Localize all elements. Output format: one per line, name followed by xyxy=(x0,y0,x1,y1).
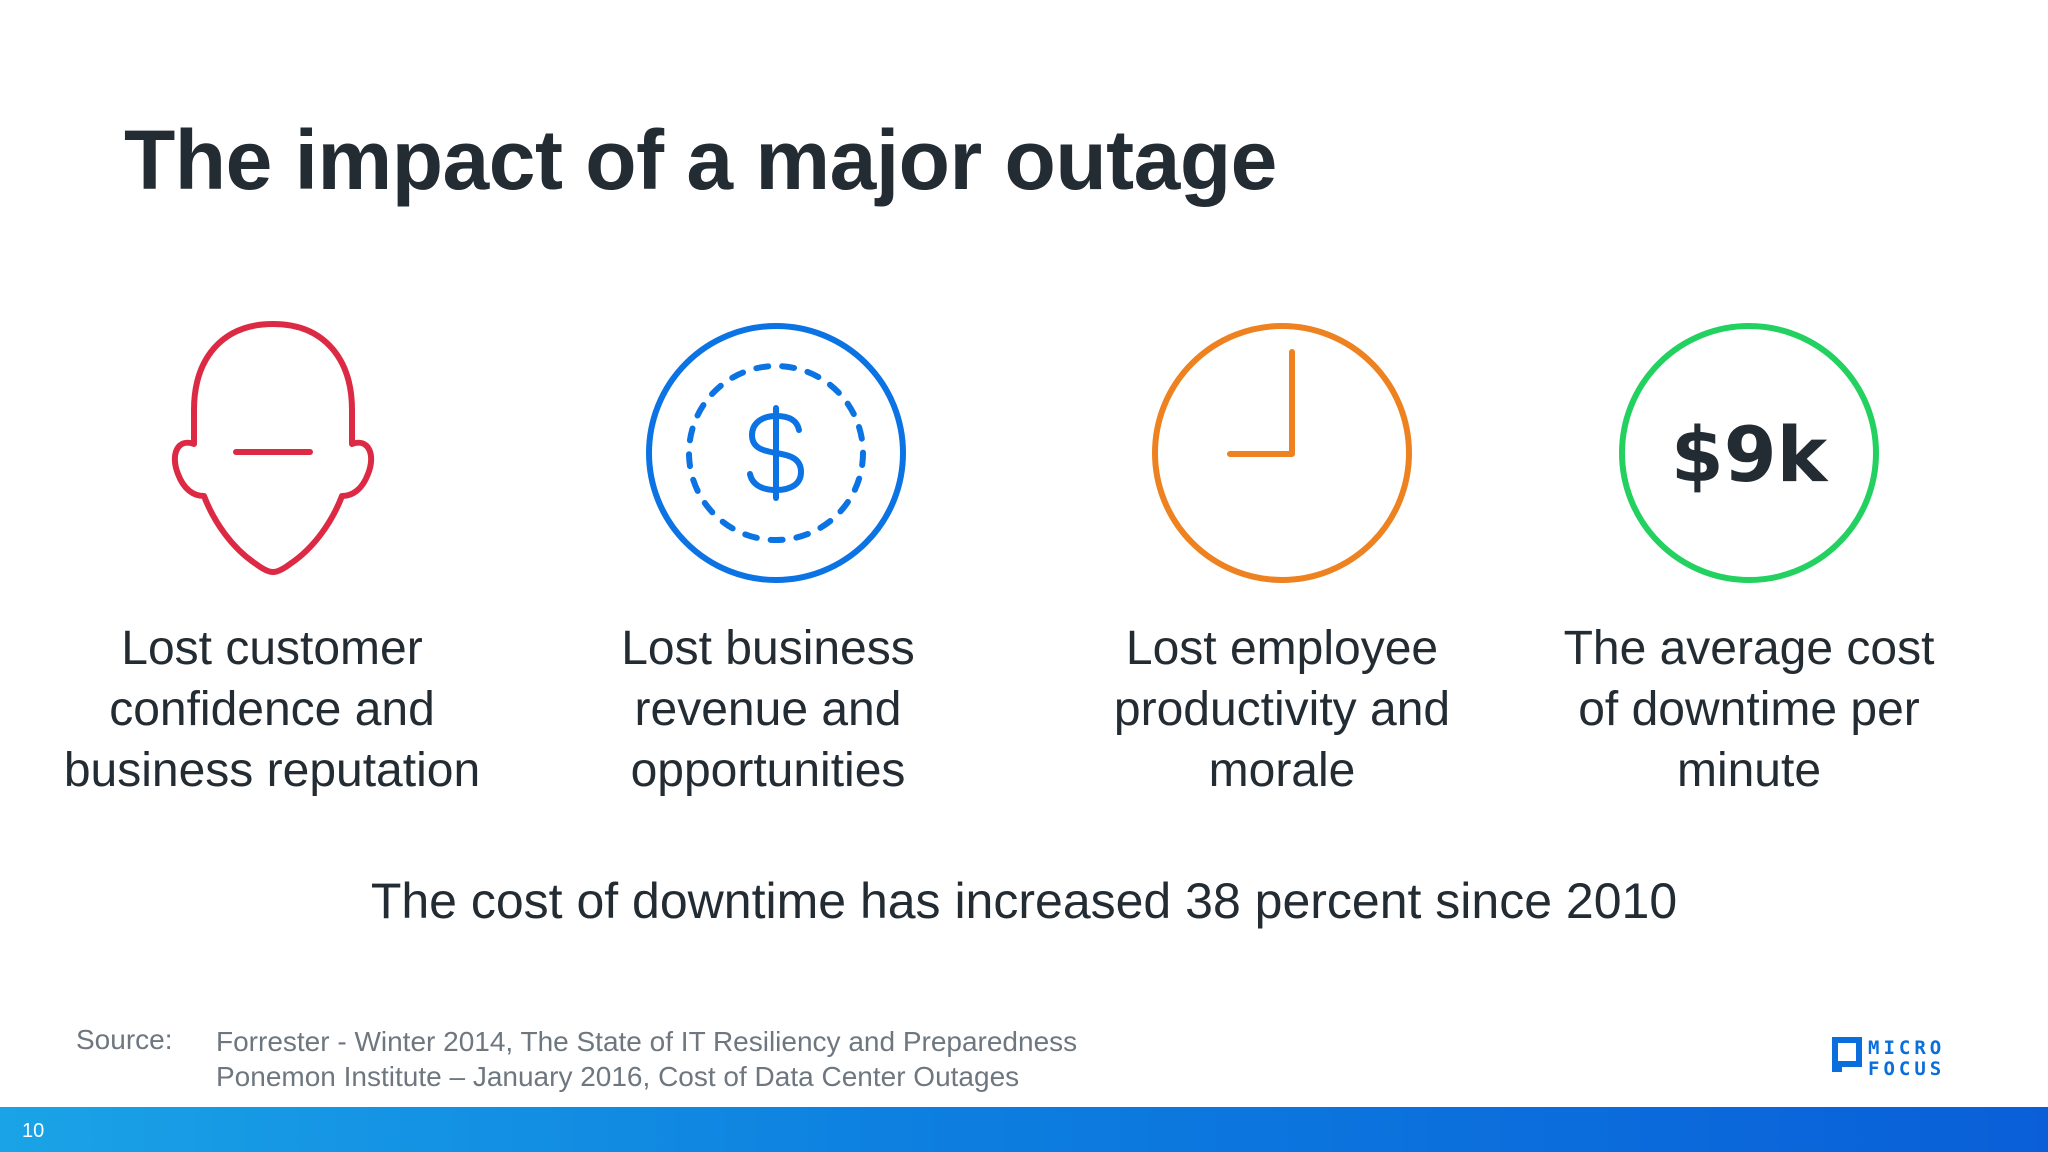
caption-line: minute xyxy=(1676,744,1822,797)
summary-statement: The cost of downtime has increased 38 pe… xyxy=(370,873,1678,929)
logo-line-1: MICRO xyxy=(1868,1037,1945,1059)
caption-customer-confidence: Lost customer confidence and business re… xyxy=(32,618,512,801)
caption-business-revenue: Lost business revenue and opportunities xyxy=(528,618,1008,801)
page-number: 10 xyxy=(22,1120,45,1142)
caption-employee-productivity: Lost employee productivity and morale xyxy=(1042,618,1522,801)
dollar-coin-icon xyxy=(641,318,911,588)
source-label: Source: xyxy=(76,1024,173,1055)
micro-focus-logo: MICRO FOCUS xyxy=(1832,1034,1992,1078)
caption-line: productivity and xyxy=(1113,683,1451,736)
caption-line: business reputation xyxy=(63,744,481,797)
cost-badge-text: $9k xyxy=(1671,410,1829,499)
caption-line: morale xyxy=(1208,744,1356,797)
source-line: Ponemon Institute – January 2016, Cost o… xyxy=(216,1061,1020,1092)
head-icon xyxy=(138,318,408,588)
caption-line: revenue and xyxy=(634,683,902,736)
source-line: Forrester - Winter 2014, The State of IT… xyxy=(216,1026,1078,1057)
caption-line: The average cost xyxy=(1563,622,1935,675)
caption-line: opportunities xyxy=(630,744,906,797)
caption-average-cost: The average cost of downtime per minute xyxy=(1509,618,1989,801)
caption-line: confidence and xyxy=(109,683,435,736)
caption-line: Lost employee xyxy=(1125,622,1439,675)
caption-line: Lost business xyxy=(621,622,915,675)
caption-line: Lost customer xyxy=(121,622,423,675)
footer-bar xyxy=(0,1107,2048,1152)
cost-circle-icon: $9k xyxy=(1614,318,1884,588)
clock-icon xyxy=(1147,318,1417,588)
source-list: Forrester - Winter 2014, The State of IT… xyxy=(216,1024,1077,1094)
caption-line: of downtime per xyxy=(1578,683,1920,736)
slide-title: The impact of a major outage xyxy=(124,113,1277,207)
logo-line-2: FOCUS xyxy=(1868,1058,1945,1078)
